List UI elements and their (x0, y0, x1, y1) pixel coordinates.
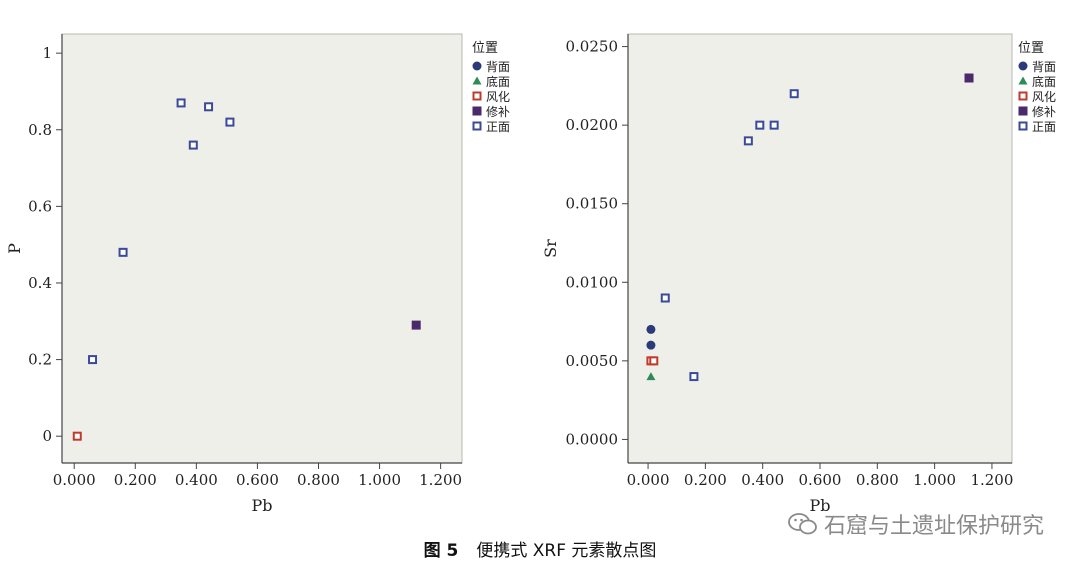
data-point (88, 355, 98, 365)
data-point (646, 372, 656, 381)
y-axis-label: P (5, 243, 24, 254)
x-tick-label: 0.400 (741, 471, 784, 489)
x-tick-label: 0.000 (627, 471, 670, 489)
legend-marker (472, 76, 482, 85)
data-point (118, 247, 128, 257)
legend-title: 位置 (1018, 41, 1044, 56)
legend-label: 修补 (1032, 104, 1056, 119)
data-point (204, 102, 214, 112)
legend-marker (472, 121, 482, 131)
y-tick-label: 0 (42, 427, 52, 445)
y-tick-label: 0.0250 (566, 38, 619, 56)
data-point (743, 136, 753, 146)
data-point (188, 140, 198, 150)
plot-area (61, 33, 463, 464)
y-tick-label: 0.2 (28, 351, 52, 369)
data-point (755, 120, 765, 130)
data-point (411, 320, 421, 330)
x-tick-label: 1.200 (970, 471, 1013, 489)
caption-text: 便携式 XRF 元素散点图 (476, 541, 657, 561)
legend-marker (1018, 61, 1028, 71)
figure-caption: 图 5 便携式 XRF 元素散点图 (0, 536, 1080, 561)
y-tick-label: 0.0050 (566, 352, 619, 370)
y-tick-label: 0.0150 (566, 195, 619, 213)
legend-label: 正面 (486, 120, 510, 134)
data-point (72, 431, 82, 441)
data-point (646, 340, 656, 350)
legend-label: 底面 (486, 74, 510, 89)
y-tick-label: 0.4 (28, 274, 52, 292)
y-tick-label: 0.0100 (566, 273, 619, 291)
x-tick-label: 0.000 (53, 471, 96, 489)
data-point (646, 324, 656, 334)
data-point (176, 98, 186, 108)
y-tick-label: 0.8 (28, 121, 52, 139)
legend-label: 背面 (486, 60, 510, 74)
data-point (689, 372, 699, 382)
scatter-chart-sr-vs-pb: 0.000 0.200 0.400 0.600 0.800 1.000 1.200 0.000… (541, 33, 1056, 515)
plot-area (627, 33, 1013, 464)
x-tick-label: 0.200 (114, 471, 157, 489)
legend-marker (1018, 76, 1028, 85)
legend-title: 位置 (472, 41, 498, 56)
legend-marker (472, 91, 482, 101)
x-tick-label: 0.600 (799, 471, 842, 489)
x-tick-label: 0.200 (684, 471, 727, 489)
x-tick-label: 1.000 (913, 471, 956, 489)
data-point (225, 117, 235, 127)
data-point (660, 293, 670, 303)
watermark-text: 石窟与土遗址保护研究 (823, 514, 1044, 539)
x-tick-label: 0.400 (175, 471, 218, 489)
data-point (649, 356, 659, 366)
y-tick-label: 0.0000 (566, 430, 619, 448)
watermark: 石窟与土遗址保护研究 (788, 508, 1044, 540)
data-point (964, 73, 974, 83)
y-tick-label: 0.6 (28, 197, 52, 215)
x-tick-label: 0.800 (856, 471, 899, 489)
wechat-icon (788, 513, 817, 535)
y-tick-label: 1 (42, 44, 52, 62)
legend-marker (472, 61, 482, 71)
legend-label: 修补 (486, 104, 510, 119)
legend-label: 背面 (1032, 60, 1056, 74)
legend-label: 风化 (486, 90, 510, 104)
legend-label: 底面 (1032, 74, 1056, 89)
x-axis-label: Pb (809, 496, 830, 515)
y-axis-label: Sr (541, 239, 560, 258)
legend-marker (1018, 91, 1028, 101)
x-tick-label: 0.600 (236, 471, 279, 489)
x-tick-label: 0.800 (297, 471, 340, 489)
legend-label: 风化 (1032, 90, 1056, 104)
x-axis-label: Pb (251, 496, 272, 515)
x-tick-label: 1.000 (358, 471, 401, 489)
data-point (769, 120, 779, 130)
legend-marker (472, 106, 482, 116)
legend-marker (1018, 106, 1028, 116)
x-tick-label: 1.200 (419, 471, 462, 489)
caption-number: 图 5 (423, 541, 459, 561)
legend-marker (1018, 121, 1028, 131)
scatter-chart-p-vs-pb: 0.000 0.200 0.400 0.600 0.800 1.000 1.200 0 0.2 0… (5, 33, 510, 515)
y-tick-label: 0.0200 (566, 116, 619, 134)
legend-label: 正面 (1032, 120, 1056, 134)
data-point (789, 89, 799, 99)
